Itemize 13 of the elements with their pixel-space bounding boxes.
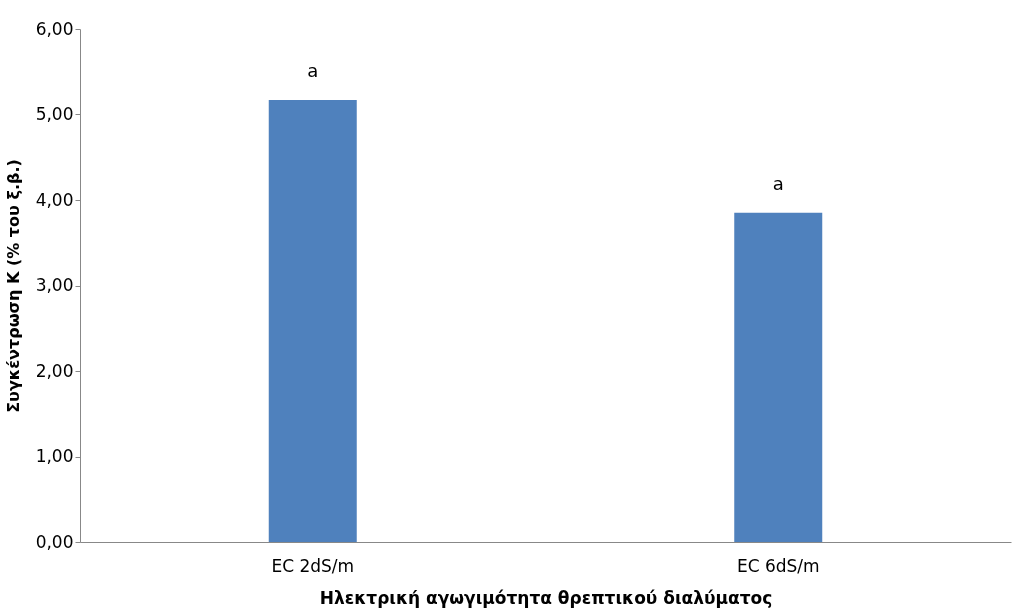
annotation: a [772,172,784,194]
annotation: a [307,59,319,81]
y-tick-label: 2,00 [35,360,74,381]
y-tick-label: 5,00 [35,104,74,124]
x-axis-title: Ηλεκτρική αγωγιμότητα θρεπτικού διαλύματος [319,587,773,608]
x-tick-label: EC 2dS/m [271,555,355,576]
y-tick-label: 1,00 [35,446,74,466]
y-tick-label: 4,00 [35,189,74,210]
y-axis-title: Συγκέντρωση Κ (% του ξ.β.) [3,159,23,413]
y-tick-label: 6,00 [35,18,74,39]
y-tick-label: 0,00 [35,531,74,552]
x-tick-label: EC 6dS/m [736,555,820,576]
y-tick-label: 3,00 [35,275,74,295]
